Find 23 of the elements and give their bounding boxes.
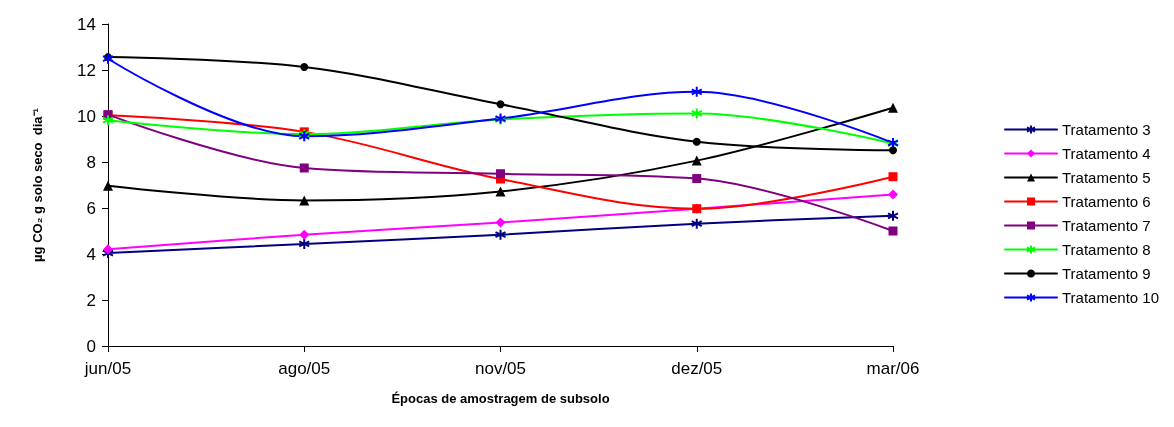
y-tick-label: 6 bbox=[86, 198, 96, 218]
legend-label: Tratamento 5 bbox=[1062, 169, 1151, 186]
legend-label: Tratamento 6 bbox=[1062, 193, 1151, 210]
legend-label: Tratamento 4 bbox=[1062, 145, 1151, 162]
y-tick-label: 12 bbox=[77, 60, 96, 80]
x-tick-label: ago/05 bbox=[278, 359, 331, 378]
x-axis-title: Épocas de amostragem de subsolo bbox=[391, 391, 610, 406]
y-tick-label: 0 bbox=[86, 336, 96, 356]
y-tick-label: 8 bbox=[86, 152, 96, 172]
x-tick-label: mar/06 bbox=[866, 359, 920, 378]
y-tick-label: 2 bbox=[86, 290, 96, 310]
y-tick-label: 14 bbox=[77, 14, 96, 34]
y-axis-title: µg CO₂ g solo seco dia⁻¹ bbox=[30, 108, 45, 262]
legend-label: Tratamento 9 bbox=[1062, 265, 1151, 282]
legend-label: Tratamento 8 bbox=[1062, 241, 1151, 258]
legend-label: Tratamento 10 bbox=[1062, 289, 1160, 306]
x-tick-label: dez/05 bbox=[671, 359, 723, 378]
y-tick-label: 4 bbox=[86, 244, 96, 264]
legend-label: Tratamento 7 bbox=[1062, 217, 1151, 234]
x-tick-label: jun/05 bbox=[83, 359, 132, 378]
legend-label: Tratamento 3 bbox=[1062, 121, 1151, 138]
y-tick-label: 10 bbox=[77, 106, 96, 126]
x-tick-label: nov/05 bbox=[474, 359, 527, 378]
